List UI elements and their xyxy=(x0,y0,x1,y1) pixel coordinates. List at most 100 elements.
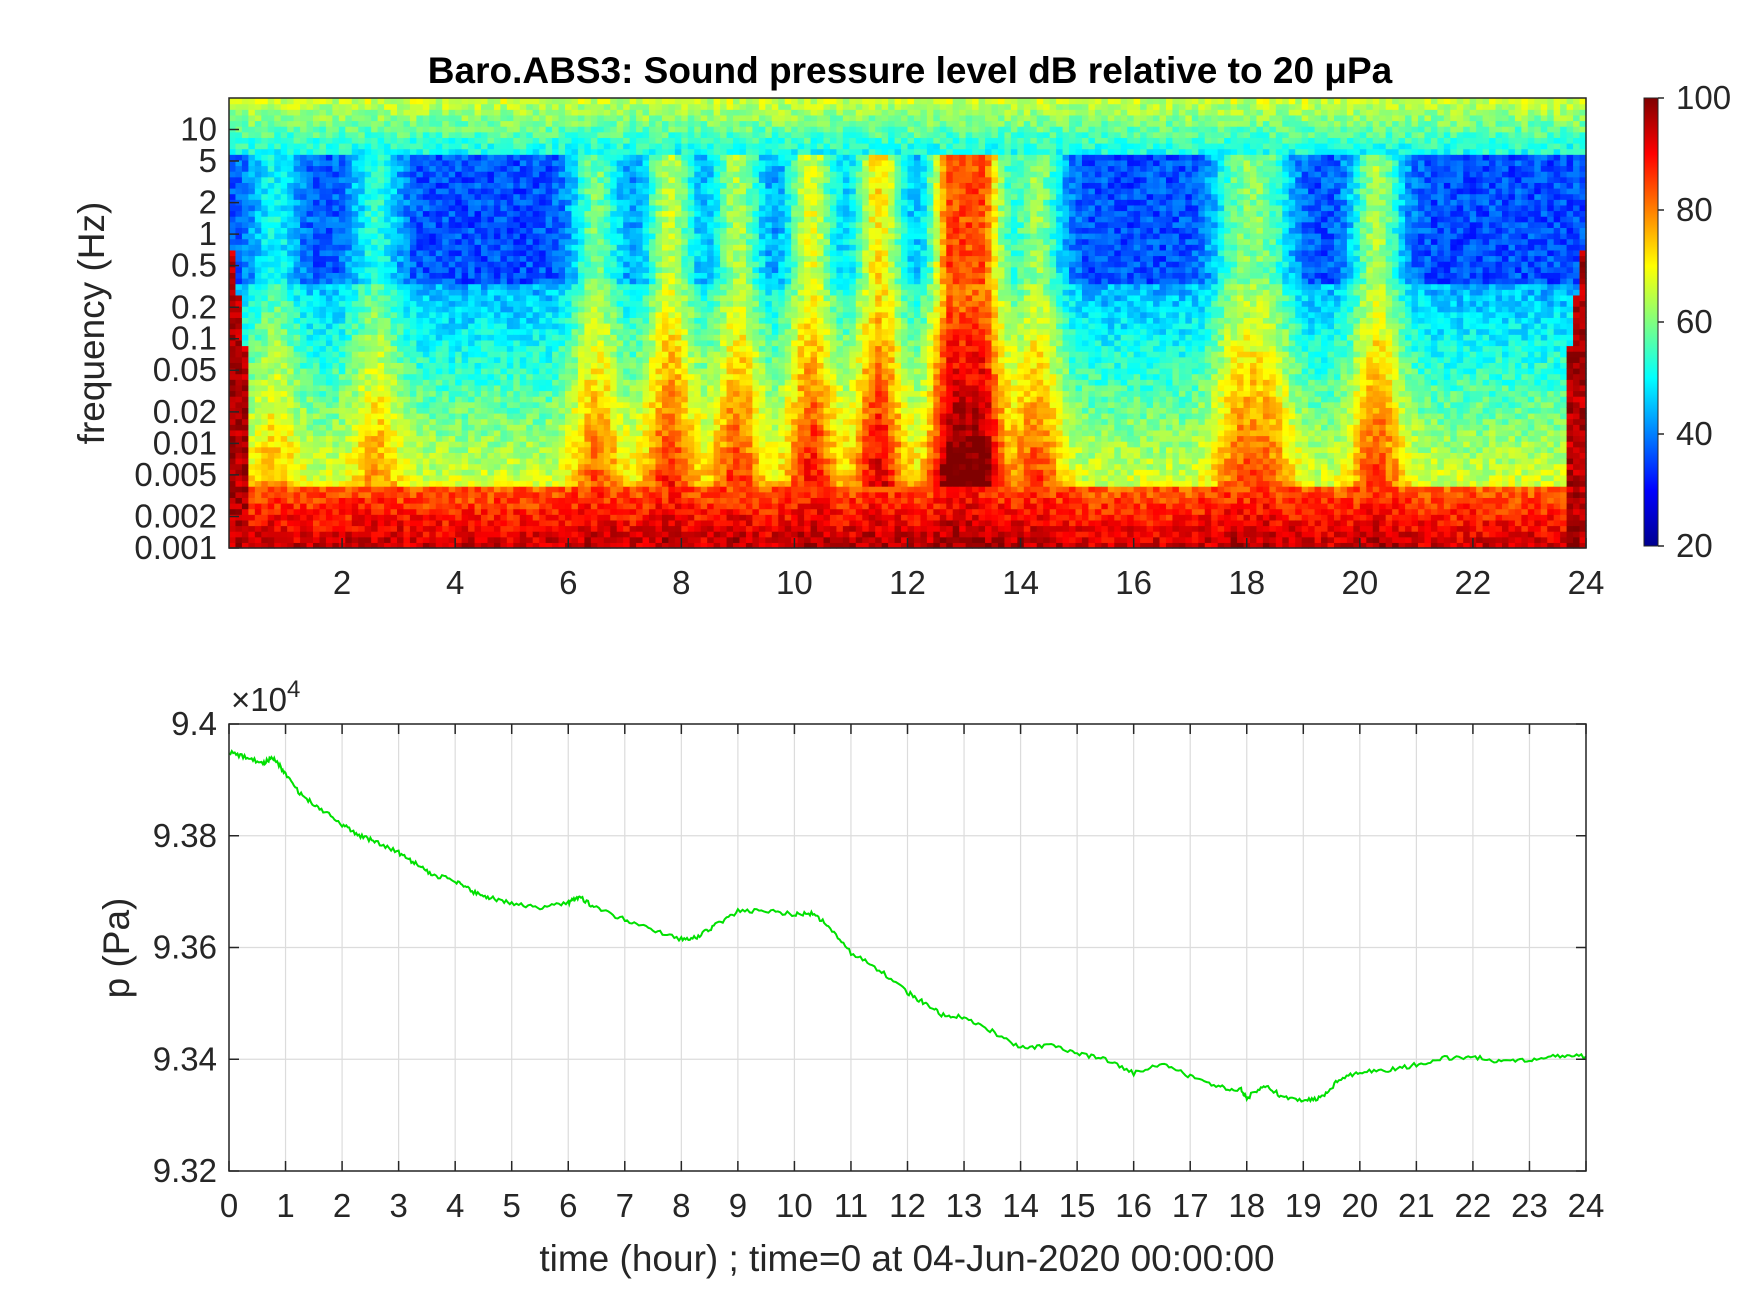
heatmap-cell xyxy=(481,396,488,402)
heatmap-cell xyxy=(487,211,494,217)
heatmap-cell xyxy=(481,486,488,492)
heatmap-cell xyxy=(442,160,449,166)
heatmap-cell xyxy=(287,407,294,413)
heatmap-cell xyxy=(500,374,507,380)
heatmap-cell xyxy=(539,177,546,183)
heatmap-cell xyxy=(507,503,514,509)
heatmap-cell xyxy=(584,441,591,447)
heatmap-cell xyxy=(371,436,378,442)
heatmap-cell xyxy=(371,194,378,200)
heatmap-cell xyxy=(475,126,482,132)
heatmap-cell xyxy=(274,419,281,425)
heatmap-cell xyxy=(358,211,365,217)
heatmap-cell xyxy=(546,115,553,121)
heatmap-cell xyxy=(487,301,494,307)
heatmap-cell xyxy=(610,452,617,458)
heatmap-cell xyxy=(578,267,585,273)
heatmap-cell xyxy=(604,402,611,408)
heatmap-cell xyxy=(597,486,604,492)
heatmap-cell xyxy=(248,188,255,194)
heatmap-cell xyxy=(507,261,514,267)
heatmap-cell xyxy=(449,357,456,363)
heatmap-cell xyxy=(287,104,294,110)
heatmap-cell xyxy=(526,492,533,498)
heatmap-cell xyxy=(242,407,249,413)
heatmap-cell xyxy=(468,132,475,138)
heatmap-cell xyxy=(487,430,494,436)
heatmap-cell xyxy=(584,137,591,143)
heatmap-cell xyxy=(242,132,249,138)
heatmap-cell xyxy=(449,250,456,256)
heatmap-cell xyxy=(397,109,404,115)
heatmap-cell xyxy=(307,374,314,380)
heatmap-cell xyxy=(242,481,249,487)
heatmap-cell xyxy=(248,441,255,447)
heatmap-cell xyxy=(539,306,546,312)
heatmap-cell xyxy=(332,278,339,284)
heatmap-cell xyxy=(584,211,591,217)
heatmap-cell xyxy=(332,413,339,419)
heatmap-cell xyxy=(391,520,398,526)
heatmap-cell xyxy=(319,306,326,312)
heatmap-cell xyxy=(294,160,301,166)
heatmap-cell xyxy=(520,160,527,166)
heatmap-cell xyxy=(287,177,294,183)
heatmap-cell xyxy=(332,537,339,543)
heatmap-cell xyxy=(429,531,436,537)
heatmap-cell xyxy=(319,402,326,408)
heatmap-cell xyxy=(326,109,333,115)
heatmap-cell xyxy=(294,374,301,380)
heatmap-cell xyxy=(559,317,566,323)
heatmap-cell xyxy=(352,323,359,329)
heatmap-cell xyxy=(494,475,501,481)
heatmap-cell xyxy=(403,109,410,115)
heatmap-cell xyxy=(397,227,404,233)
heatmap-cell xyxy=(494,368,501,374)
heatmap-cell xyxy=(274,104,281,110)
heatmap-cell xyxy=(610,537,617,543)
heatmap-cell xyxy=(507,154,514,160)
heatmap-cell xyxy=(339,154,346,160)
heatmap-cell xyxy=(604,469,611,475)
heatmap-cell xyxy=(378,160,385,166)
heatmap-cell xyxy=(559,368,566,374)
heatmap-cell xyxy=(352,458,359,464)
heatmap-cell xyxy=(268,317,275,323)
heatmap-cell xyxy=(242,137,249,143)
heatmap-cell xyxy=(604,509,611,515)
heatmap-cell xyxy=(481,289,488,295)
heatmap-cell xyxy=(326,329,333,335)
heatmap-cell xyxy=(268,199,275,205)
heatmap-cell xyxy=(455,250,462,256)
heatmap-cell xyxy=(468,216,475,222)
heatmap-cell xyxy=(242,447,249,453)
heatmap-cell xyxy=(229,391,236,397)
heatmap-cell xyxy=(378,278,385,284)
heatmap-cell xyxy=(500,306,507,312)
heatmap-cell xyxy=(423,177,430,183)
heatmap-cell xyxy=(255,227,262,233)
heatmap-cell xyxy=(513,109,520,115)
heatmap-cell xyxy=(591,222,598,228)
heatmap-cell xyxy=(391,182,398,188)
heatmap-cell xyxy=(352,346,359,352)
heatmap-cell xyxy=(313,160,320,166)
heatmap-cell xyxy=(345,306,352,312)
heatmap-cell xyxy=(416,194,423,200)
heatmap-cell xyxy=(617,447,624,453)
heatmap-cell xyxy=(546,137,553,143)
heatmap-cell xyxy=(559,379,566,385)
heatmap-cell xyxy=(500,244,507,250)
heatmap-cell xyxy=(313,509,320,515)
heatmap-cell xyxy=(397,340,404,346)
heatmap-cell xyxy=(436,475,443,481)
heatmap-cell xyxy=(552,115,559,121)
heatmap-cell xyxy=(371,205,378,211)
heatmap-cell xyxy=(436,407,443,413)
heatmap-cell xyxy=(533,250,540,256)
heatmap-cell xyxy=(449,233,456,239)
heatmap-cell xyxy=(481,323,488,329)
heatmap-cell xyxy=(500,430,507,436)
heatmap-cell xyxy=(584,520,591,526)
heatmap-cell xyxy=(352,391,359,397)
